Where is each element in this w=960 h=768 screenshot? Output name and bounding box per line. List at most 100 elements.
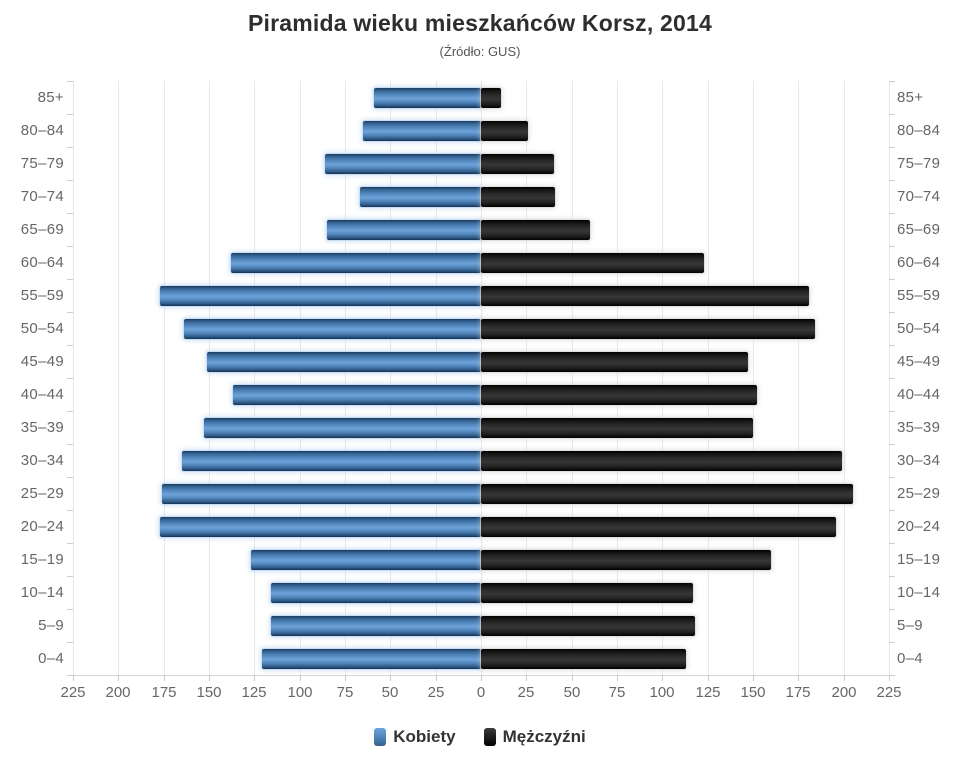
age-label-left: 30–34: [20, 452, 64, 469]
x-tick-label: 50: [381, 684, 399, 701]
x-tick-label: 125: [695, 684, 721, 701]
age-label-left: 15–19: [20, 551, 64, 568]
age-label-right: 55–59: [897, 287, 941, 304]
age-label-right: 45–49: [897, 353, 941, 370]
mezczyzni-bar[interactable]: [481, 253, 704, 273]
mezczyzni-bar[interactable]: [481, 451, 842, 471]
x-axis-tick: [708, 675, 709, 681]
age-label-right: 70–74: [897, 188, 941, 205]
kobiety-bar[interactable]: [271, 583, 481, 603]
kobiety-bar[interactable]: [271, 616, 481, 636]
left-axis-tick: [67, 411, 73, 412]
x-axis-tick: [345, 675, 346, 681]
gridline: [572, 81, 573, 675]
kobiety-bar[interactable]: [162, 484, 481, 504]
age-label-left: 20–24: [20, 518, 64, 535]
mezczyzni-bar[interactable]: [481, 616, 695, 636]
mezczyzni-bar[interactable]: [481, 88, 501, 108]
left-axis-tick: [67, 213, 73, 214]
x-axis-tick: [209, 675, 210, 681]
age-label-right: 25–29: [897, 485, 941, 502]
age-label-left: 50–54: [20, 320, 64, 337]
mezczyzni-bar[interactable]: [481, 319, 815, 339]
right-axis-tick: [889, 642, 895, 643]
age-label-right: 75–79: [897, 155, 941, 172]
age-label-left: 75–79: [20, 155, 64, 172]
kobiety-bar[interactable]: [360, 187, 481, 207]
age-label-right: 0–4: [897, 650, 923, 667]
x-tick-label: 100: [649, 684, 675, 701]
mezczyzni-bar[interactable]: [481, 187, 555, 207]
age-label-right: 15–19: [897, 551, 941, 568]
kobiety-bar[interactable]: [207, 352, 481, 372]
x-tick-label: 25: [427, 684, 445, 701]
x-axis-tick: [889, 675, 890, 681]
gridline: [753, 81, 754, 675]
legend-item-mezczyzni[interactable]: Mężczyźni: [483, 727, 586, 747]
age-label-left: 0–4: [38, 650, 64, 667]
mezczyzni-bar[interactable]: [481, 154, 554, 174]
left-axis-tick: [67, 279, 73, 280]
gridline: [118, 81, 119, 675]
mezczyzni-bar[interactable]: [481, 649, 686, 669]
mezczyzni-bar[interactable]: [481, 121, 528, 141]
right-axis-tick: [889, 279, 895, 280]
left-axis-tick: [67, 345, 73, 346]
left-axis-tick: [67, 609, 73, 610]
kobiety-bar[interactable]: [160, 286, 481, 306]
mezczyzni-bar[interactable]: [481, 550, 771, 570]
left-axis-tick: [67, 81, 73, 82]
chart-subtitle: (Źródło: GUS): [439, 44, 521, 59]
gridline: [345, 81, 346, 675]
mezczyzni-bar[interactable]: [481, 286, 809, 306]
kobiety-bar[interactable]: [231, 253, 481, 273]
kobiety-bar[interactable]: [184, 319, 481, 339]
age-label-right: 40–44: [897, 386, 941, 403]
right-axis-tick: [889, 477, 895, 478]
kobiety-bar[interactable]: [363, 121, 481, 141]
chart-title: Piramida wieku mieszkańców Korsz, 2014: [248, 10, 712, 36]
x-axis-tick: [390, 675, 391, 681]
mezczyzni-bar[interactable]: [481, 220, 590, 240]
gridline: [708, 81, 709, 675]
right-axis-tick: [889, 411, 895, 412]
mezczyzni-bar[interactable]: [481, 418, 753, 438]
kobiety-bar[interactable]: [160, 517, 481, 537]
kobiety-bar[interactable]: [262, 649, 481, 669]
age-label-left: 80–84: [20, 122, 64, 139]
age-label-left: 5–9: [38, 617, 64, 634]
left-axis-tick: [67, 246, 73, 247]
mezczyzni-bar[interactable]: [481, 583, 693, 603]
age-label-right: 80–84: [897, 122, 941, 139]
x-tick-label: 200: [105, 684, 131, 701]
age-label-left: 65–69: [20, 221, 64, 238]
age-label-right: 65–69: [897, 221, 941, 238]
mezczyzni-bar[interactable]: [481, 484, 853, 504]
mezczyzni-bar[interactable]: [481, 517, 836, 537]
x-tick-label: 0: [476, 684, 486, 701]
right-axis-tick: [889, 81, 895, 82]
kobiety-bar[interactable]: [182, 451, 481, 471]
left-axis-tick: [67, 444, 73, 445]
x-tick-label: 175: [785, 684, 811, 701]
left-axis-tick: [67, 576, 73, 577]
kobiety-bar[interactable]: [327, 220, 481, 240]
kobiety-bar[interactable]: [374, 88, 481, 108]
age-label-right: 60–64: [897, 254, 941, 271]
x-axis-tick: [662, 675, 663, 681]
x-tick-label: 225: [60, 684, 86, 701]
right-axis-tick: [889, 312, 895, 313]
kobiety-bar[interactable]: [325, 154, 481, 174]
x-tick-label: 75: [336, 684, 354, 701]
legend-item-kobiety[interactable]: Kobiety: [374, 727, 456, 747]
x-axis-tick: [617, 675, 618, 681]
left-axis-tick: [67, 477, 73, 478]
right-axis-tick: [889, 510, 895, 511]
kobiety-bar[interactable]: [204, 418, 481, 438]
kobiety-bar[interactable]: [233, 385, 481, 405]
kobiety-bar[interactable]: [251, 550, 481, 570]
plot-area: [73, 81, 890, 675]
mezczyzni-bar[interactable]: [481, 385, 757, 405]
left-axis-tick: [67, 378, 73, 379]
mezczyzni-bar[interactable]: [481, 352, 748, 372]
